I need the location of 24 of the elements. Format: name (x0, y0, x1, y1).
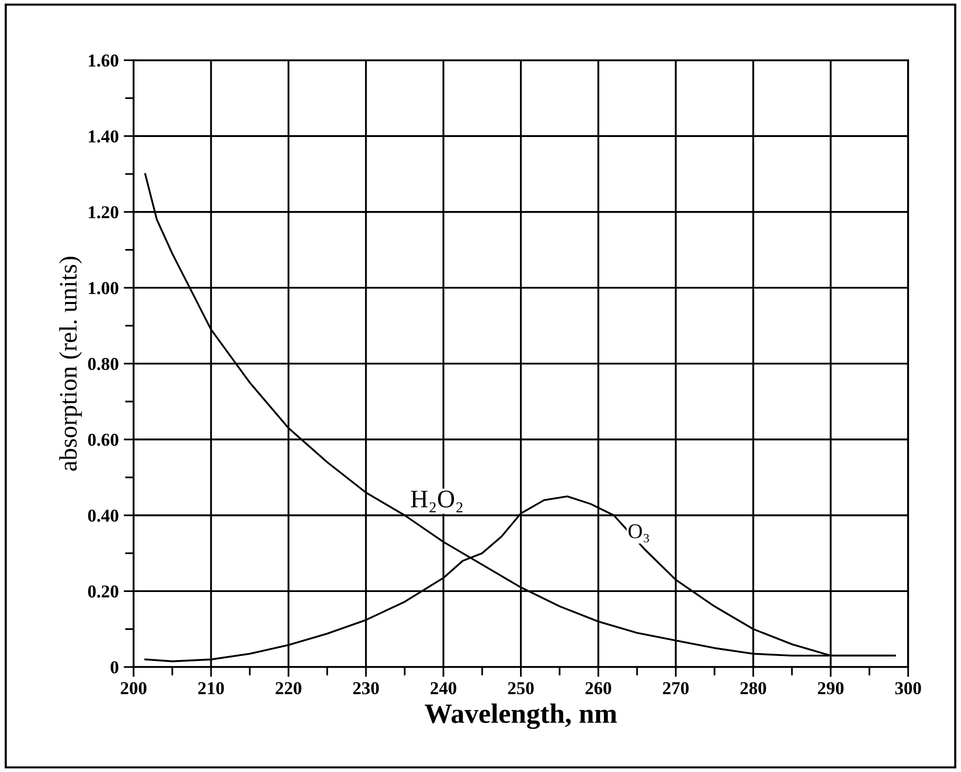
y-tick-label: 1.00 (88, 282, 118, 294)
x-tick-label: 210 (198, 682, 224, 694)
x-tick-label: 250 (508, 682, 534, 694)
y-tick-label: 1.20 (88, 206, 118, 218)
y-tick-label: 1.40 (88, 130, 118, 143)
series-label: O₃ (628, 524, 649, 542)
y-tick-label: 1.60 (88, 54, 118, 67)
y-tick-label: 0.60 (88, 434, 118, 446)
x-tick-label: 260 (586, 682, 612, 694)
x-tick-label: 200 (120, 682, 146, 694)
y-axis-title: absorption (rel. units) (59, 256, 82, 471)
x-tick-label: 240 (430, 682, 456, 694)
x-tick-label: 290 (818, 682, 844, 694)
x-tick-label: 270 (662, 682, 689, 694)
x-tick-label: 230 (353, 682, 379, 694)
series-label: H₂O₂ (410, 490, 462, 512)
y-tick-label: 0.20 (88, 585, 118, 598)
x-tick-label: 220 (276, 682, 302, 694)
x-axis-title: Wavelength, nm (424, 704, 617, 729)
x-tick-label: 300 (895, 682, 921, 694)
y-tick-label: 0.40 (88, 510, 118, 522)
x-tick-label: 280 (740, 682, 766, 694)
y-tick-label: 0.80 (88, 358, 118, 370)
y-tick-label: 0 (110, 661, 118, 674)
